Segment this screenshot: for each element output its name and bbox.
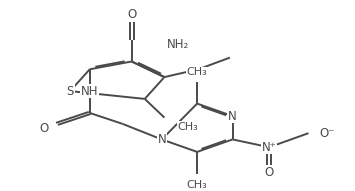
Text: N: N bbox=[228, 110, 237, 123]
Text: O: O bbox=[264, 166, 274, 179]
Text: O: O bbox=[39, 122, 49, 135]
Text: CH₃: CH₃ bbox=[187, 180, 208, 190]
Text: NH₂: NH₂ bbox=[167, 38, 189, 51]
Text: O: O bbox=[127, 8, 136, 21]
Text: CH₃: CH₃ bbox=[187, 67, 208, 77]
Text: S: S bbox=[66, 85, 74, 98]
Text: N: N bbox=[157, 133, 166, 146]
Text: NH: NH bbox=[81, 85, 98, 98]
Text: CH₃: CH₃ bbox=[178, 122, 198, 132]
Text: O⁻: O⁻ bbox=[319, 127, 334, 140]
Text: N⁺: N⁺ bbox=[262, 141, 277, 154]
